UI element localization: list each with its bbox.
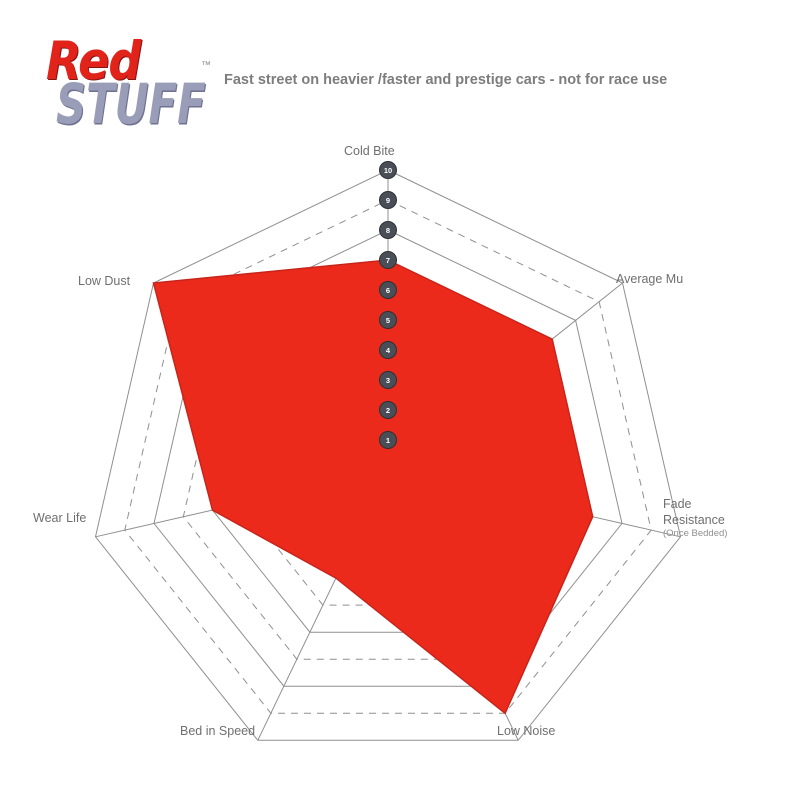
axis-label-fade-resistance: Fade Resistance (Once Bedded) (663, 497, 727, 540)
tick-markers: 1 2 3 4 5 6 7 8 9 10 (379, 161, 397, 449)
tick-label-10: 10 (384, 166, 392, 175)
tick-marker-5 (379, 311, 397, 329)
chart-title: Fast street on heavier /faster and prest… (224, 72, 668, 88)
tick-marker-2 (379, 401, 397, 419)
tick-label-4: 4 (386, 346, 391, 355)
axis-label-average-mu: Average Mu (616, 272, 684, 286)
grid-ring-10 (94, 169, 682, 741)
tick-marker-6 (379, 281, 397, 299)
axis-label-cold-bite: Cold Bite (344, 144, 395, 158)
axis-label-wear-life: Wear Life (33, 511, 87, 525)
tick-label-1: 1 (386, 436, 390, 445)
tick-label-3: 3 (386, 376, 390, 385)
tick-marker-4 (379, 341, 397, 359)
tick-marker-7 (379, 251, 397, 269)
logo-word-stuff: STUFF (56, 73, 206, 137)
tick-label-7: 7 (386, 256, 390, 265)
redstuff-logo: Red STUFF ™ (40, 34, 220, 136)
fade-line-2: Resistance (663, 512, 725, 527)
tick-marker-8 (379, 221, 397, 239)
axis-label-low-dust: Low Dust (78, 274, 131, 288)
tick-label-5: 5 (386, 316, 390, 325)
series-polygon-redstuff (152, 259, 594, 715)
tick-label-9: 9 (386, 196, 390, 205)
axis-label-low-noise: Low Noise (497, 724, 556, 738)
tick-marker-3 (379, 371, 397, 389)
tick-marker-9 (379, 191, 397, 209)
axis-label-bed-in-speed: Bed in Speed (180, 724, 256, 738)
trademark-symbol: ™ (201, 60, 211, 71)
tick-label-8: 8 (386, 226, 390, 235)
logo-word-red: Red (46, 29, 141, 92)
tick-marker-10 (379, 161, 397, 179)
fade-line-1: Fade (663, 497, 692, 511)
tick-marker-1 (379, 431, 397, 449)
tick-label-6: 6 (386, 286, 390, 295)
fade-line-3: (Once Bedded) (663, 528, 728, 540)
tick-label-2: 2 (386, 406, 390, 415)
